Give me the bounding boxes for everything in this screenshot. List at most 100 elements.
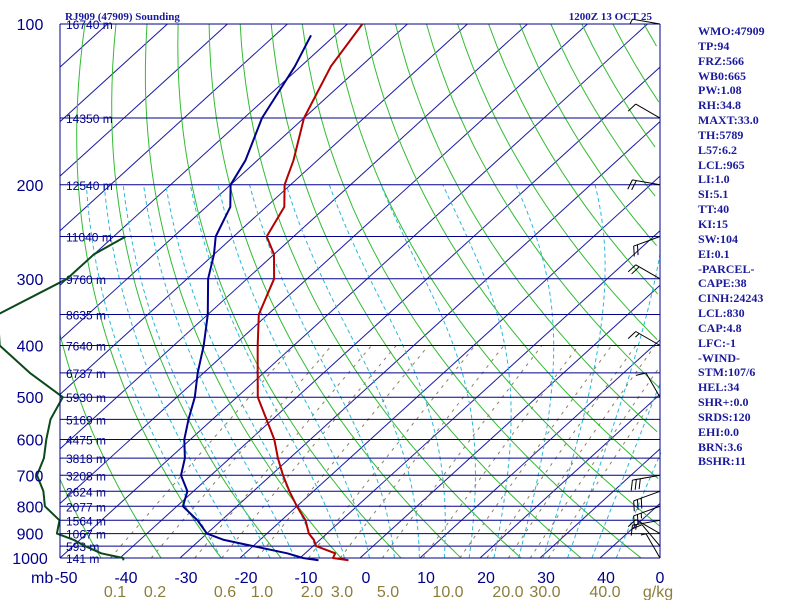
- index-entry: SW:104: [698, 231, 739, 246]
- height-label: 2077 m: [66, 500, 106, 514]
- wind-barb: [633, 236, 661, 257]
- temp-tick-label: 30: [537, 570, 555, 587]
- pressure-tick-label: 100: [17, 17, 44, 34]
- isotherm-line: [59, 23, 648, 559]
- index-entry: EHI:0.0: [698, 424, 740, 439]
- height-label: 4475 m: [66, 434, 106, 448]
- index-entry: FRZ:566: [698, 53, 744, 68]
- wind-barb: [627, 331, 661, 346]
- chart-time: 1200Z 13 OCT 25: [569, 11, 653, 23]
- height-labels: 16740 m 14350 m 12540 m 11040 m 9760 m 8635 m…: [66, 18, 113, 566]
- height-label: 5930 m: [66, 391, 106, 405]
- isotherm-line: [119, 66, 661, 559]
- isotherm-line: [59, 23, 348, 286]
- pressure-tick-label: 500: [17, 390, 44, 407]
- height-label: 141 m: [66, 552, 99, 566]
- index-entry: LI:1.0: [698, 172, 730, 187]
- index-entry: KI:15: [698, 216, 728, 231]
- mixing-ratio-lines: [110, 345, 660, 559]
- wind-barb: [630, 474, 661, 491]
- index-entry: BSHR:11: [698, 454, 747, 469]
- height-label: 6737 m: [66, 367, 106, 381]
- index-entry: CAP:4.8: [698, 320, 742, 335]
- pressure-lines: [60, 23, 660, 559]
- wet-bulb-line: [0, 235, 127, 561]
- height-label: 16740 m: [66, 18, 113, 32]
- moist-adiabat-line: [143, 184, 296, 559]
- index-entry: SI:5.1: [698, 187, 729, 202]
- index-entry: SHR+:0.0: [698, 395, 749, 410]
- mixing-ratio-label: g/kg: [643, 584, 673, 600]
- height-label: 12540 m: [66, 179, 113, 193]
- moist-adiabat-line: [285, 184, 420, 558]
- pressure-tick-label: 300: [17, 272, 44, 289]
- dry-adiabat-line: [363, 23, 659, 479]
- moist-adiabat-line: [567, 249, 662, 559]
- index-entry: LCL:965: [698, 157, 745, 172]
- isotherms: [59, 23, 661, 559]
- dry-adiabat-line: [426, 23, 660, 389]
- height-label: 7640 m: [66, 340, 106, 354]
- pressure-tick-label: 1000: [12, 551, 48, 568]
- index-entry: TT:40: [698, 202, 730, 217]
- temp-tick-label: 10: [417, 570, 435, 587]
- mixing-ratio-line: [381, 345, 543, 559]
- wind-barb: [627, 264, 661, 280]
- mixing-ratio-label: 2.0: [301, 584, 323, 600]
- mixing-ratio-label: 0.1: [104, 584, 126, 600]
- dry-adiabat-line: [395, 23, 658, 433]
- wind-barb: [632, 524, 661, 547]
- mixing-ratio-label: 3.0: [331, 584, 353, 600]
- temp-tick-label: 0: [362, 570, 371, 587]
- index-entry: WMO:47909: [698, 24, 765, 38]
- pressure-tick-label: 700: [17, 468, 44, 485]
- dry-adiabat-line: [332, 23, 660, 527]
- mixing-ratio-line: [308, 345, 476, 559]
- dry-adiabat-line: [519, 23, 657, 246]
- wind-barb: [633, 505, 661, 527]
- dry-adiabat-line: [643, 23, 657, 47]
- pressure-tick-label: 400: [17, 339, 44, 356]
- isotherm-line: [59, 23, 168, 123]
- sounding-profiles: [0, 23, 364, 562]
- height-label: 14350 m: [66, 112, 113, 126]
- mixing-ratio-line: [150, 345, 333, 559]
- pressure-tick-label: 600: [17, 433, 44, 450]
- wind-barb: [640, 533, 661, 559]
- isotherm-line: [239, 175, 661, 559]
- dry-adiabat-line: [111, 23, 282, 559]
- index-entry: CINH:24243: [698, 291, 764, 306]
- moist-adiabat-line: [328, 184, 446, 559]
- height-label: 3208 m: [66, 469, 106, 483]
- dry-adiabat-line: [59, 333, 162, 559]
- mixing-ratio-label: 30.0: [529, 584, 560, 600]
- isotherm-line: [599, 503, 661, 559]
- mixing-ratio-label: 0.2: [144, 584, 166, 600]
- dry-adiabat-line: [208, 23, 462, 559]
- isotherm-line: [359, 284, 661, 559]
- dry-adiabat-line: [488, 23, 659, 295]
- height-label: 1067 m: [66, 528, 106, 542]
- temp-tick-label: 20: [477, 570, 495, 587]
- index-entry: PW:1.08: [698, 83, 742, 98]
- wind-barb: [627, 179, 661, 191]
- mixing-ratio-line: [547, 392, 659, 559]
- index-entry: WB0:665: [698, 68, 746, 83]
- index-entry: SRDS:120: [698, 409, 751, 424]
- wind-barbs: [627, 18, 661, 559]
- height-label: 593 m: [66, 540, 99, 554]
- moist-adiabat-line: [442, 184, 512, 559]
- pressure-tick-label: 800: [17, 499, 44, 516]
- mixing-ratio-label: 5.0: [377, 584, 399, 600]
- dry-adiabat-line: [581, 23, 656, 148]
- pressure-tick-label: 900: [17, 527, 44, 544]
- dewpoint-line: [180, 34, 319, 562]
- y-axis-unit: mb: [31, 570, 53, 587]
- index-entry: -WIND-: [698, 350, 740, 365]
- index-entry: CAPE:38: [698, 276, 747, 291]
- isotherm-line: [59, 23, 108, 68]
- mixing-ratio-label: 0.6: [214, 584, 236, 600]
- isotherm-line: [59, 23, 228, 177]
